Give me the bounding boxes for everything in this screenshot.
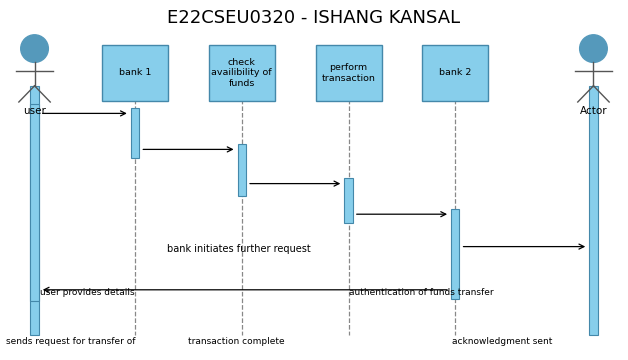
Bar xyxy=(131,108,139,158)
Text: bank 1: bank 1 xyxy=(119,68,151,77)
Bar xyxy=(102,45,168,101)
Text: transaction complete: transaction complete xyxy=(188,337,285,346)
Bar xyxy=(589,86,598,335)
Text: user provides details: user provides details xyxy=(40,288,135,297)
Text: perform
transaction: perform transaction xyxy=(322,63,376,82)
Text: bank 2: bank 2 xyxy=(439,68,472,77)
Text: user: user xyxy=(23,105,46,116)
Bar xyxy=(208,45,275,101)
Text: bank initiates further request: bank initiates further request xyxy=(167,244,310,254)
Bar xyxy=(316,45,382,101)
Bar xyxy=(345,178,353,223)
Text: sends request for transfer of: sends request for transfer of xyxy=(6,337,136,346)
Bar xyxy=(451,209,460,299)
Bar xyxy=(238,144,246,196)
Text: acknowledgment sent: acknowledgment sent xyxy=(452,337,553,346)
Ellipse shape xyxy=(580,35,607,62)
Text: authentication of funds transfer: authentication of funds transfer xyxy=(349,288,493,297)
Bar xyxy=(31,104,39,301)
Text: Actor: Actor xyxy=(580,105,607,116)
Ellipse shape xyxy=(21,35,48,62)
Bar xyxy=(30,86,39,335)
Text: check
availibility of
funds: check availibility of funds xyxy=(212,58,272,88)
Bar xyxy=(422,45,489,101)
Text: E22CSEU0320 - ISHANG KANSAL: E22CSEU0320 - ISHANG KANSAL xyxy=(168,9,460,27)
